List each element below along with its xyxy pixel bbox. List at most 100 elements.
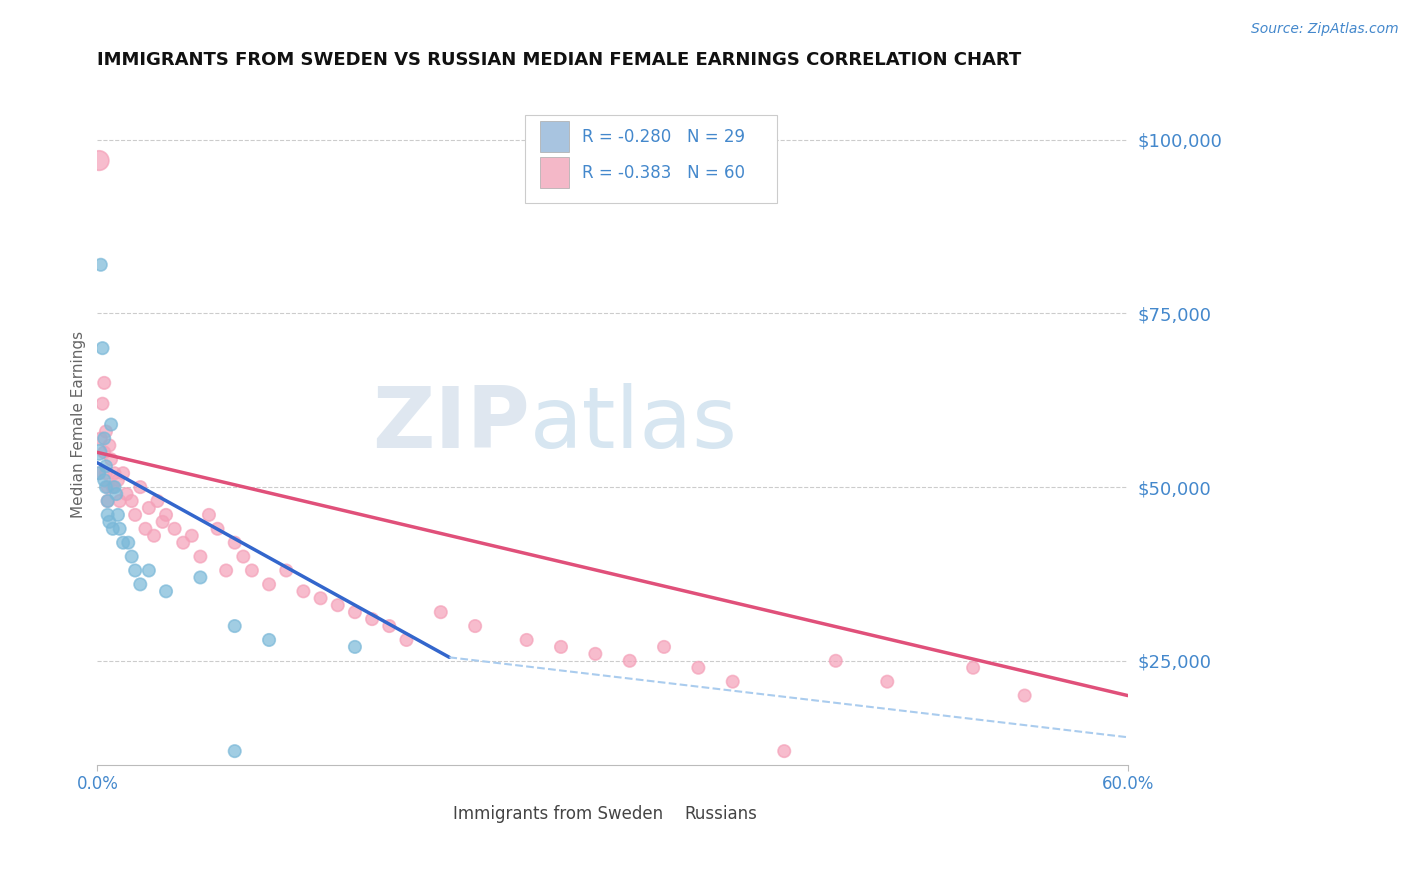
- Point: [98, 438, 121, 452]
- Point: [224, 619, 246, 633]
- Point: [98, 515, 121, 529]
- Point: [152, 515, 174, 529]
- Point: [87, 467, 110, 481]
- Point: [619, 654, 641, 668]
- Point: [190, 549, 212, 564]
- Text: atlas: atlas: [530, 383, 738, 467]
- Point: [550, 640, 572, 654]
- Point: [112, 535, 135, 549]
- Point: [107, 473, 129, 487]
- Text: Russians: Russians: [685, 805, 758, 823]
- Bar: [540, 121, 569, 152]
- Point: [93, 432, 115, 446]
- Text: R = -0.383   N = 60: R = -0.383 N = 60: [582, 163, 745, 182]
- Point: [97, 494, 120, 508]
- Point: [292, 584, 315, 599]
- Point: [224, 744, 246, 758]
- Text: Source: ZipAtlas.com: Source: ZipAtlas.com: [1251, 22, 1399, 37]
- Point: [361, 612, 384, 626]
- Point: [773, 744, 796, 758]
- Point: [395, 632, 418, 647]
- Point: [516, 632, 538, 647]
- Text: R = -0.280   N = 29: R = -0.280 N = 29: [582, 128, 745, 145]
- Point: [464, 619, 486, 633]
- Point: [138, 500, 160, 515]
- Point: [93, 376, 115, 390]
- Point: [688, 661, 710, 675]
- Y-axis label: Median Female Earnings: Median Female Earnings: [72, 331, 86, 518]
- Point: [91, 397, 114, 411]
- Point: [97, 480, 120, 494]
- Point: [257, 632, 280, 647]
- Point: [343, 640, 366, 654]
- Point: [105, 487, 128, 501]
- Point: [94, 467, 117, 481]
- Point: [430, 605, 453, 619]
- Point: [112, 467, 135, 481]
- Point: [876, 674, 898, 689]
- Point: [107, 508, 129, 522]
- Point: [94, 480, 117, 494]
- Point: [583, 647, 606, 661]
- Point: [87, 467, 110, 481]
- Point: [93, 445, 115, 459]
- Point: [94, 459, 117, 474]
- Point: [94, 425, 117, 439]
- Point: [129, 480, 152, 494]
- Point: [652, 640, 675, 654]
- Point: [93, 473, 115, 487]
- Text: ZIP: ZIP: [373, 383, 530, 467]
- Point: [100, 452, 122, 467]
- Point: [257, 577, 280, 591]
- Point: [276, 564, 298, 578]
- Point: [124, 564, 146, 578]
- Point: [117, 535, 139, 549]
- Point: [101, 522, 124, 536]
- Point: [138, 564, 160, 578]
- Point: [103, 467, 125, 481]
- Point: [97, 494, 120, 508]
- Point: [163, 522, 186, 536]
- Point: [172, 535, 194, 549]
- Point: [129, 577, 152, 591]
- Point: [97, 508, 120, 522]
- Point: [101, 480, 124, 494]
- Point: [180, 529, 202, 543]
- Point: [326, 599, 349, 613]
- Point: [121, 494, 143, 508]
- Point: [378, 619, 401, 633]
- Text: Immigrants from Sweden: Immigrants from Sweden: [453, 805, 664, 823]
- Point: [155, 508, 177, 522]
- Point: [962, 661, 984, 675]
- Point: [1014, 689, 1036, 703]
- Point: [232, 549, 254, 564]
- Point: [87, 153, 110, 168]
- Point: [146, 494, 169, 508]
- Point: [207, 522, 229, 536]
- Point: [91, 341, 114, 355]
- Point: [103, 480, 125, 494]
- Point: [134, 522, 156, 536]
- Bar: [540, 157, 569, 188]
- Point: [190, 570, 212, 584]
- Bar: [427, 803, 447, 825]
- Point: [87, 445, 110, 459]
- FancyBboxPatch shape: [524, 115, 778, 203]
- Text: IMMIGRANTS FROM SWEDEN VS RUSSIAN MEDIAN FEMALE EARNINGS CORRELATION CHART: IMMIGRANTS FROM SWEDEN VS RUSSIAN MEDIAN…: [97, 51, 1022, 69]
- Point: [155, 584, 177, 599]
- Point: [198, 508, 221, 522]
- Point: [124, 508, 146, 522]
- Point: [240, 564, 263, 578]
- Point: [108, 522, 131, 536]
- Point: [343, 605, 366, 619]
- Point: [90, 432, 112, 446]
- Point: [224, 535, 246, 549]
- Point: [115, 487, 138, 501]
- Point: [121, 549, 143, 564]
- Point: [824, 654, 846, 668]
- Point: [309, 591, 332, 606]
- Point: [100, 417, 122, 432]
- Point: [108, 494, 131, 508]
- Bar: [659, 803, 679, 825]
- Point: [215, 564, 238, 578]
